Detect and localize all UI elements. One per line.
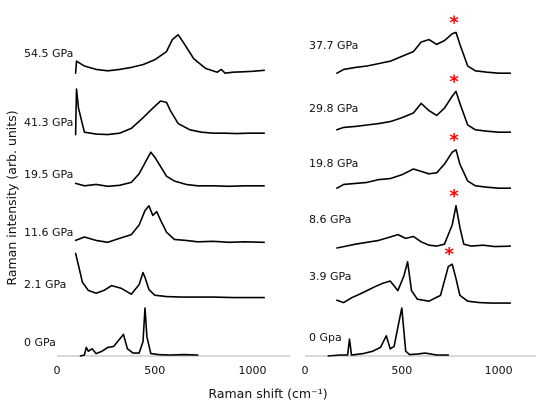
left-series-label-0-gpa: 0 GPa xyxy=(24,336,56,349)
x-axis-label: Raman shift (cm⁻¹) xyxy=(208,386,327,401)
left-series-label-2-1-gpa: 2.1 GPa xyxy=(24,278,66,291)
right-series-label-0-gpa: 0 Gpa xyxy=(309,331,342,344)
left-tick-500: 500 xyxy=(144,364,165,377)
right-peak-marker-19-8-gpa: * xyxy=(449,130,459,151)
right-peak-marker-29-8-gpa: * xyxy=(449,71,459,92)
panels: 0 500 1000 54.5 GPa 41.3 GPa 19.5 GPa 11.6 GPa… xyxy=(24,12,536,377)
right-trace-19-8-gpa xyxy=(336,149,512,189)
left-panel: 0 500 1000 54.5 GPa 41.3 GPa 19.5 GPa 11.6 GPa… xyxy=(24,33,290,377)
y-axis-label: Raman intensity (arb. units) xyxy=(4,110,19,285)
left-series-label-41-3-gpa: 41.3 GPa xyxy=(24,116,73,129)
right-trace-3-9-gpa xyxy=(336,260,512,304)
right-peak-marker-8-6-gpa: * xyxy=(449,186,459,207)
left-trace-54-5-gpa xyxy=(74,33,266,74)
right-peak-marker-37-7-gpa: * xyxy=(449,12,459,33)
right-tick-500: 500 xyxy=(391,364,412,377)
left-series-label-19-5-gpa: 19.5 GPa xyxy=(24,168,73,181)
left-trace-41-3-gpa xyxy=(74,88,266,136)
left-tick-0: 0 xyxy=(54,364,61,377)
right-series-label-3-9-gpa: 3.9 GPa xyxy=(309,270,351,283)
left-trace-0-gpa xyxy=(79,307,199,357)
right-trace-8-6-gpa xyxy=(336,205,512,249)
right-trace-29-8-gpa xyxy=(336,90,512,133)
right-trace-0-gpa xyxy=(327,307,450,357)
right-series-label-8-6-gpa: 8.6 GPa xyxy=(309,213,351,226)
left-trace-11-6-gpa xyxy=(74,205,266,244)
right-panel: 0 500 1000 37.7 GPa * 29.8 GPa * 19.8 GPa * 8.6 G… xyxy=(302,12,536,377)
right-tick-1000: 1000 xyxy=(485,364,513,377)
right-series-label-29-8-gpa: 29.8 GPa xyxy=(309,102,358,115)
left-trace-2-1-gpa xyxy=(74,252,266,299)
right-series-label-37-7-gpa: 37.7 GPa xyxy=(309,39,358,52)
right-tick-0: 0 xyxy=(302,364,309,377)
right-trace-37-7-gpa xyxy=(336,31,512,74)
right-peak-marker-3-9-gpa: * xyxy=(444,244,454,265)
right-series-label-19-8-gpa: 19.8 GPa xyxy=(309,157,358,170)
left-series-label-54-5-gpa: 54.5 GPa xyxy=(24,47,73,60)
left-tick-1000: 1000 xyxy=(238,364,266,377)
left-series-label-11-6-gpa: 11.6 GPa xyxy=(24,226,73,239)
left-trace-19-5-gpa xyxy=(74,151,266,188)
